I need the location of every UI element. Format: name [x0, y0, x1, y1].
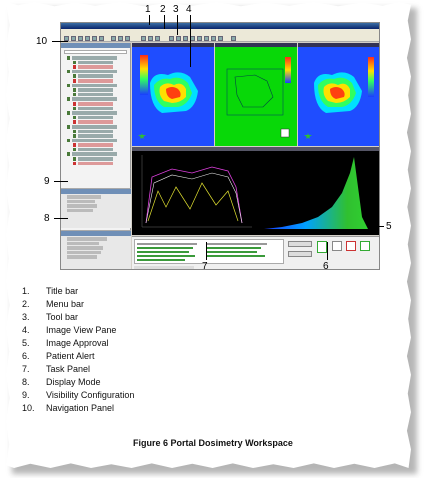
legend-item: 3. Tool bar: [22, 312, 79, 322]
callout-8-line: [54, 218, 68, 219]
legend-item: 10. Navigation Panel: [22, 403, 115, 413]
callout-4: 4: [186, 4, 192, 15]
legend-item: 2. Menu bar: [22, 299, 85, 309]
screenshot-menu-bar: [61, 29, 379, 35]
legend-item: 6. Patient Alert: [22, 351, 95, 361]
screenshot-navigation-panel: [61, 43, 131, 269]
legend-item: 4. Image View Pane: [22, 325, 117, 335]
callout-9: 9: [44, 176, 50, 187]
legend-item: 7. Task Panel: [22, 364, 91, 374]
callout-7-line: [206, 242, 207, 260]
callout-10-line: [52, 41, 68, 42]
callout-1: 1: [145, 4, 151, 15]
callout-9-line: [54, 181, 68, 182]
figure-caption: Figure 6 Portal Dosimetry Workspace: [133, 438, 293, 448]
callout-2-line: [164, 15, 165, 29]
screenshot-image-view-pane: [132, 43, 379, 146]
callout-5: 5: [386, 221, 392, 232]
callout-6-line: [327, 242, 328, 260]
callout-5-line: [368, 226, 384, 227]
legend-item: 8. Display Mode: [22, 377, 101, 387]
screenshot-task-panel: [132, 236, 379, 269]
callout-3: 3: [173, 4, 179, 15]
callout-1-line: [149, 15, 150, 25]
callout-2: 2: [160, 4, 166, 15]
legend-item: 1. Title bar: [22, 286, 79, 296]
callout-8: 8: [44, 213, 50, 224]
callout-10: 10: [36, 36, 48, 47]
callout-4-line: [190, 15, 191, 67]
screenshot-profile-and-histogram: [132, 147, 379, 235]
screenshot-title-bar: [61, 23, 379, 29]
callout-6: 6: [323, 261, 329, 272]
callout-7: 7: [202, 261, 208, 272]
legend-item: 5. Image Approval: [22, 338, 109, 348]
callout-3-line: [177, 15, 178, 35]
workspace-screenshot: [60, 22, 380, 270]
legend-list: 1. Title bar 2. Menu bar 3. Tool bar 4. Imag…: [22, 286, 134, 416]
legend-item: 9. Visibility Configuration: [22, 390, 135, 400]
screenshot-tool-bar: [61, 35, 379, 42]
